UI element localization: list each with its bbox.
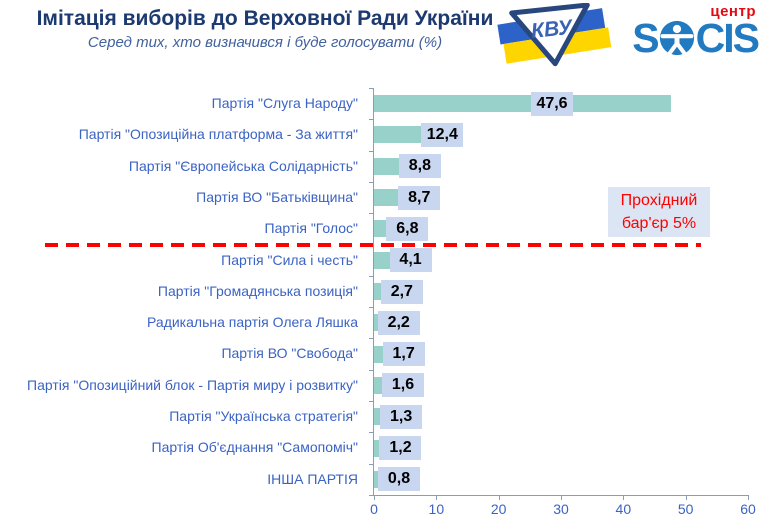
category-label: Партія "Опозиційна платформа - За життя" bbox=[78, 126, 358, 143]
x-axis-tick bbox=[748, 495, 749, 500]
x-axis-tick bbox=[685, 495, 687, 500]
category-label: Партія "Громадянська позиція" bbox=[157, 282, 358, 299]
kvu-monogram: КВУ bbox=[530, 16, 575, 43]
x-axis-label: 10 bbox=[428, 501, 445, 517]
x-axis-tick bbox=[374, 495, 375, 500]
value-label: 6,8 bbox=[386, 216, 429, 241]
value-label: 1,2 bbox=[379, 436, 422, 461]
category-labels: Партія "Слуга Народу" Партія "Опозиційна … bbox=[0, 88, 366, 495]
page-title: Імітація виборів до Верховної Ради Украї… bbox=[36, 7, 494, 30]
x-axis-tick bbox=[498, 495, 500, 500]
bar bbox=[374, 95, 671, 113]
y-axis-tick bbox=[369, 401, 374, 403]
category-label: Партія Об'єднання "Самопоміч" bbox=[151, 439, 358, 456]
page-subtitle: Серед тих, хто визначився і буде голосув… bbox=[87, 34, 443, 51]
value-label: 47,6 bbox=[531, 91, 574, 116]
x-axis-label: 40 bbox=[615, 501, 632, 517]
x-axis-tick bbox=[561, 495, 562, 500]
y-axis-tick bbox=[369, 307, 374, 309]
category-label: Партія ВО "Свобода" bbox=[221, 345, 358, 362]
x-axis-label: 50 bbox=[677, 501, 694, 517]
y-axis-tick bbox=[369, 213, 374, 215]
category-label: Партія "Сила і честь" bbox=[221, 251, 358, 268]
value-label: 1,6 bbox=[381, 373, 424, 398]
category-label: ІНША ПАРТІЯ bbox=[267, 470, 358, 487]
y-axis-tick bbox=[369, 338, 374, 340]
y-axis-tick bbox=[369, 88, 374, 89]
bar bbox=[374, 439, 382, 457]
socis-man-icon bbox=[659, 20, 695, 57]
y-axis-tick bbox=[369, 432, 374, 434]
bar bbox=[374, 345, 385, 363]
value-label: 1,3 bbox=[380, 404, 423, 429]
value-label: 8,8 bbox=[398, 154, 441, 179]
x-axis-tick bbox=[623, 495, 625, 500]
bar bbox=[374, 470, 379, 488]
socis-wordmark: S CIS bbox=[598, 15, 760, 61]
kvu-triangle bbox=[509, 2, 590, 67]
category-label: Партія "Українська стратегія" bbox=[169, 408, 358, 425]
y-axis-tick bbox=[369, 463, 374, 465]
y-axis-tick bbox=[369, 275, 374, 277]
x-axis-label: 20 bbox=[490, 501, 507, 517]
category-label: Партія "Опозиційний блок - Партія миру і… bbox=[27, 376, 358, 393]
x-axis-label: 60 bbox=[740, 501, 756, 517]
category-label: Партія "Європейська Солідарність" bbox=[128, 157, 358, 174]
bar bbox=[374, 408, 383, 426]
plot-area: 47,6 12,4 8,8 8,7 6,8 4,1 2,7 2,2 1,7 1,6 1,3 1,2 0,… bbox=[369, 88, 756, 517]
kvu-logo-icon: КВУ bbox=[497, 2, 612, 71]
y-axis-tick bbox=[369, 119, 374, 121]
value-label: 4,1 bbox=[389, 248, 432, 273]
socis-logo: центр S CIS bbox=[598, 3, 760, 61]
value-label: 2,2 bbox=[377, 310, 420, 335]
value-label: 1,7 bbox=[382, 342, 425, 367]
value-label: 0,8 bbox=[378, 467, 420, 492]
threshold-line bbox=[45, 243, 701, 247]
x-axis-label: 0 bbox=[370, 501, 378, 517]
category-label: Партія ВО "Батьківщина" bbox=[196, 188, 358, 205]
socis-center-label: центр bbox=[710, 3, 756, 20]
x-axis-label: 30 bbox=[553, 501, 569, 517]
y-axis-tick bbox=[369, 369, 374, 371]
category-label: Партія "Голос" bbox=[264, 220, 359, 237]
threshold-annotation: Прохідний бар'єр 5% bbox=[608, 187, 710, 237]
value-label: 8,7 bbox=[398, 185, 441, 210]
x-axis-tick bbox=[436, 495, 438, 500]
category-label: Партія "Слуга Народу" bbox=[211, 95, 358, 111]
y-axis-tick bbox=[369, 150, 374, 152]
value-label: 2,7 bbox=[380, 279, 423, 304]
socis-letters-cis: CIS bbox=[695, 15, 760, 61]
y-axis-tick bbox=[369, 495, 374, 496]
socis-letter-s: S bbox=[632, 15, 659, 61]
value-label: 12,4 bbox=[421, 122, 464, 147]
bar bbox=[374, 376, 384, 394]
category-label: Радикальна партія Олега Ляшка bbox=[147, 314, 358, 331]
y-axis-tick bbox=[369, 181, 374, 183]
